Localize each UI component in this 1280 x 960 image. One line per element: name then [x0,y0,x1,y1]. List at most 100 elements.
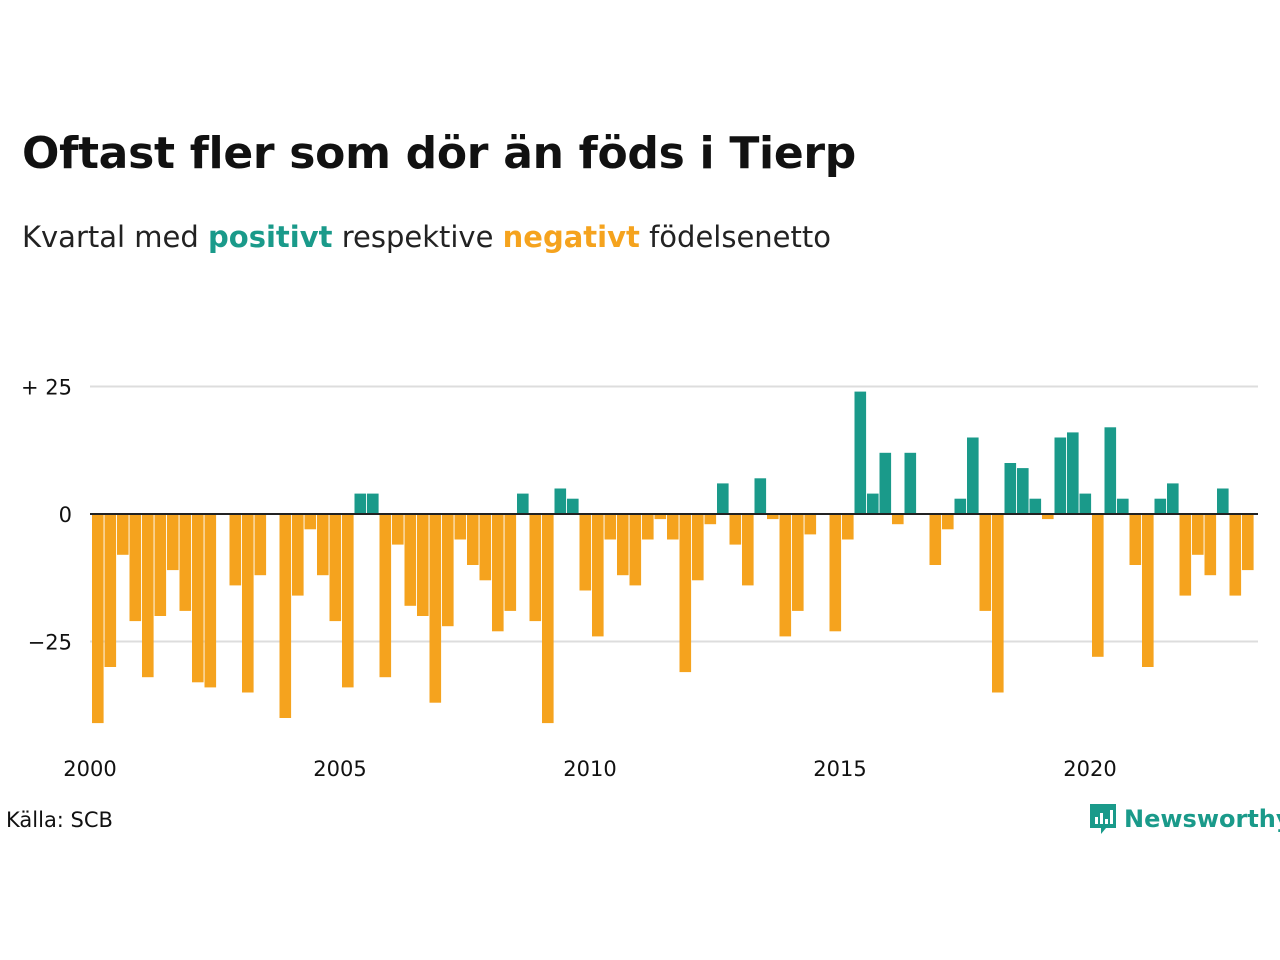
axis-group: + 25 0 −25 2000 2005 2010 2015 2020 [21,376,1258,781]
bar-negative [292,514,304,596]
bar-negative [579,514,592,591]
bar-negative [804,514,817,535]
bar-negative [829,514,842,632]
bar-positive [867,493,879,514]
bar-negative [179,514,192,611]
brand-name: Newsworthy [1124,805,1280,833]
bar-negative [592,514,604,637]
bar-positive [354,493,367,514]
bar-negative [1204,514,1217,576]
bar-negative [304,514,317,530]
bar-negative [667,514,679,540]
bar-negative [1142,514,1154,667]
bar-negative [779,514,792,637]
bar-negative [404,514,417,606]
x-tick-label: 2005 [313,757,366,781]
bar-negative [429,514,442,703]
chart-title: Oftast fler som dör än föds i Tierp [22,128,856,179]
subtitle-negative-word: negativt [502,220,640,254]
bar-negative [417,514,429,616]
subtitle-positive-word: positivt [208,220,333,254]
bar-positive [567,498,579,514]
x-tick-label: 2020 [1063,757,1116,781]
bar-positive [1117,498,1129,514]
bar-negative [1042,514,1054,520]
bar-positive [554,488,567,514]
bars-group [92,391,1254,724]
bar-positive [904,452,917,514]
bar-negative [692,514,704,581]
bar-negative [154,514,167,616]
bar-negative [679,514,692,673]
subtitle-text-3: födelsenetto [639,220,831,254]
subtitle-text-1: Kvartal med [22,220,209,254]
bar-positive [1217,488,1229,514]
bar-positive [854,391,867,514]
bar-negative [92,514,104,724]
bar-negative [167,514,179,571]
bar-negative [379,514,392,678]
x-tick-label: 2010 [563,757,616,781]
bar-positive [1104,427,1117,514]
bar-negative [104,514,117,667]
bar-negative [342,514,354,688]
bar-positive [517,493,529,514]
bar-negative [617,514,629,576]
bar-positive [1029,498,1042,514]
bar-negative [204,514,217,688]
bar-negative [542,514,554,724]
source-note: Källa: SCB [6,808,113,832]
bar-positive [1004,463,1017,514]
bar-negative [842,514,854,540]
bar-negative [942,514,954,530]
y-tick-label: + 25 [21,376,72,400]
bar-negative [392,514,404,545]
bar-negative [1229,514,1242,596]
bar-negative [629,514,642,586]
bar-positive [754,478,767,514]
bar-negative [329,514,342,622]
bar-negative [454,514,467,540]
y-tick-label: 0 [59,503,72,527]
bar-positive [967,437,979,514]
bar-negative [654,514,667,520]
bar-negative [792,514,804,611]
bar-positive [1167,483,1179,514]
bar-positive [1067,432,1079,514]
bar-negative [479,514,492,581]
bar-negative [1092,514,1104,657]
bar-negative [242,514,254,693]
bar-negative [892,514,904,525]
bar-negative [604,514,617,540]
bar-positive [1017,468,1029,514]
bar-negative [642,514,654,540]
subtitle-text-2: respektive [332,220,503,254]
bar-negative [1192,514,1204,555]
bar-positive [879,452,892,514]
bar-negative [1129,514,1142,565]
x-tick-label: 2000 [63,757,116,781]
bar-negative [254,514,267,576]
newsworthy-logo-icon [1090,804,1116,834]
y-tick-label: −25 [28,631,72,655]
bar-negative [504,514,517,611]
bar-positive [367,493,379,514]
bar-negative [1242,514,1254,571]
bar-negative [317,514,329,576]
bar-positive [717,483,729,514]
bar-negative [467,514,479,565]
bar-positive [1154,498,1167,514]
bar-negative [992,514,1004,693]
chart-subtitle: Kvartal med positivt respektive negativt… [22,220,831,254]
x-tick-label: 2015 [813,757,866,781]
bar-negative [729,514,742,545]
bar-negative [704,514,717,525]
bar-negative [1179,514,1192,596]
bar-negative [492,514,504,632]
bar-negative [442,514,454,627]
bar-negative [929,514,942,565]
bar-chart: + 25 0 −25 2000 2005 2010 2015 2020 [21,376,1258,781]
bar-negative [229,514,242,586]
bar-negative [192,514,204,683]
bar-negative [979,514,992,611]
